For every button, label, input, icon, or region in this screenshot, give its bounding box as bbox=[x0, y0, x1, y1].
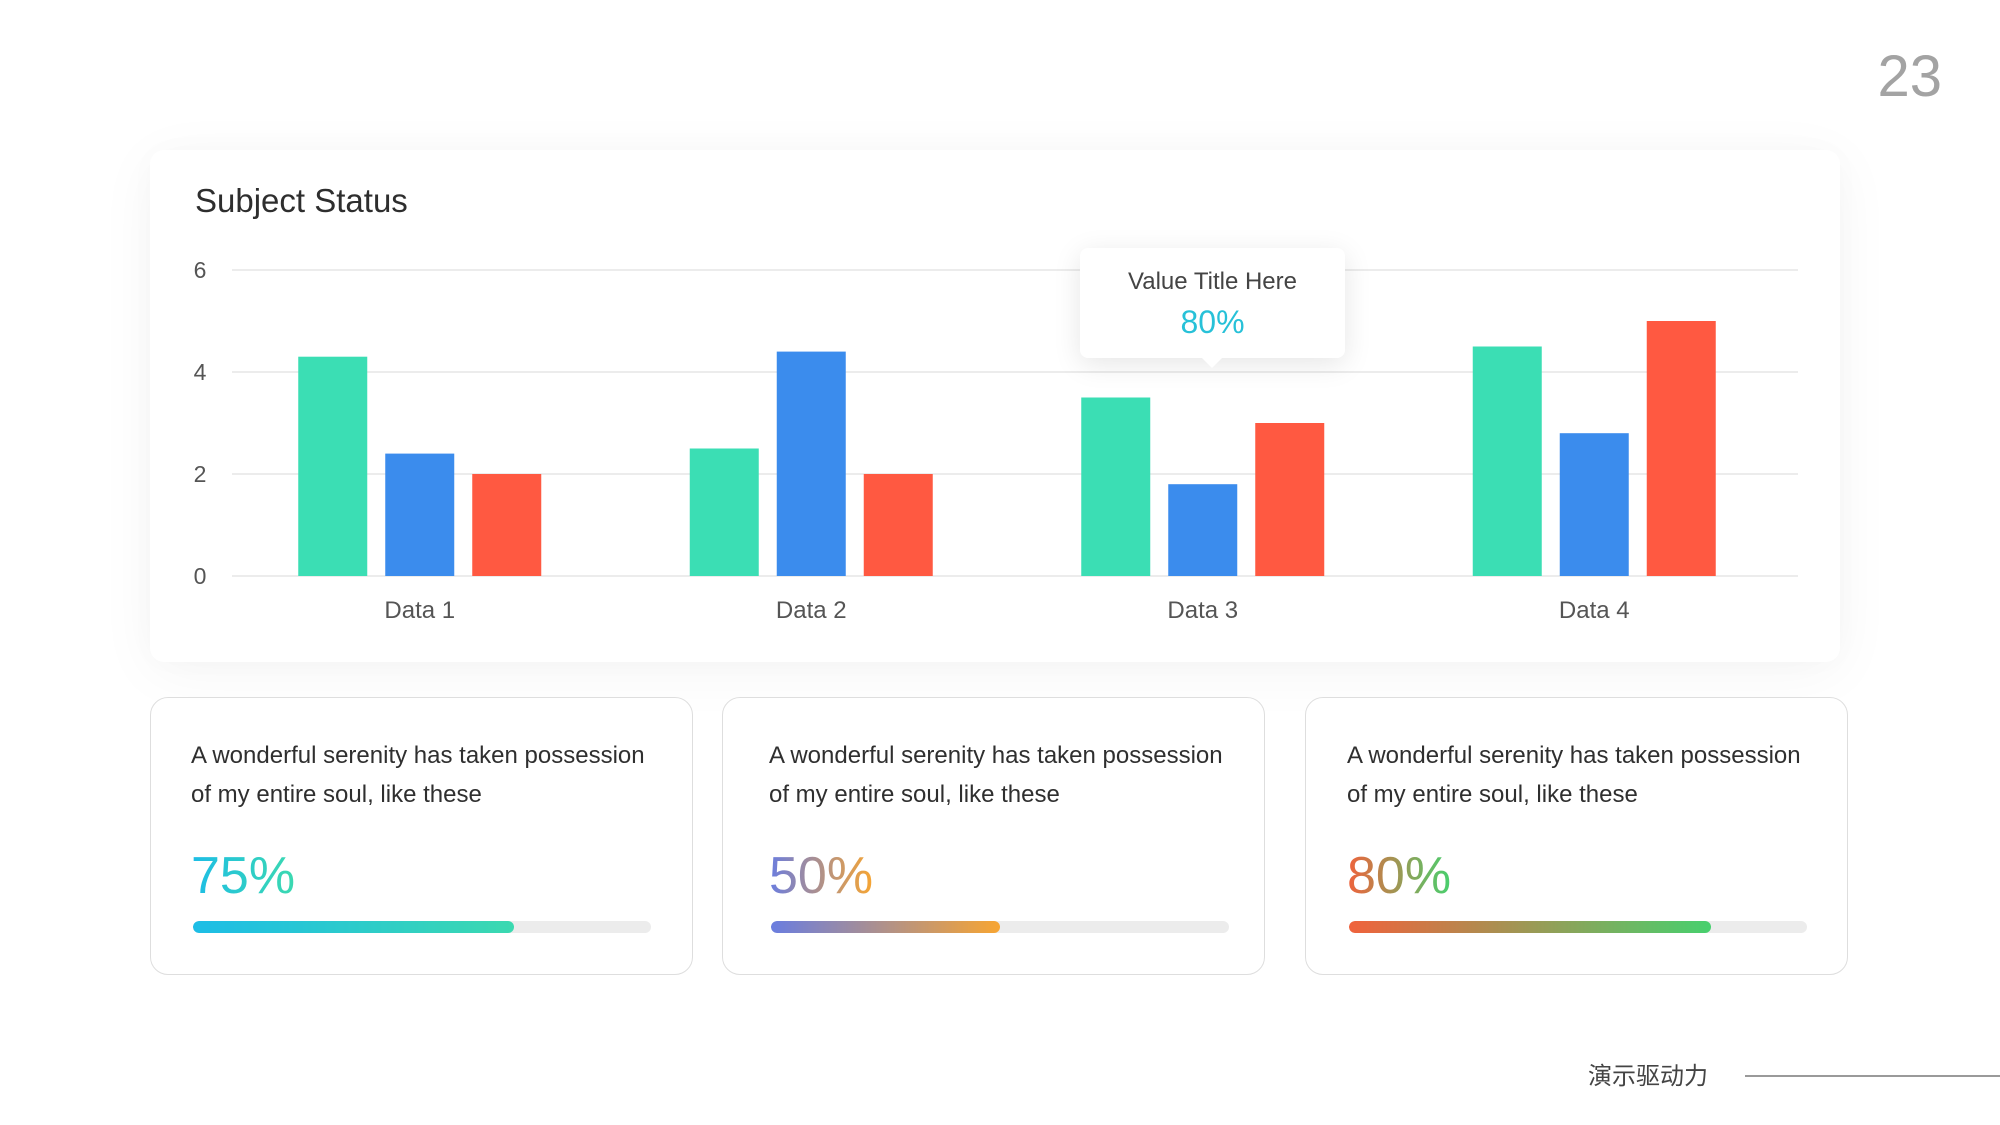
bar bbox=[1472, 346, 1542, 576]
y-tick-label: 2 bbox=[194, 461, 207, 487]
stat-description: A wonderful serenity has taken possessio… bbox=[1347, 742, 1801, 808]
bar bbox=[776, 351, 846, 576]
x-category-label: Data 3 bbox=[1167, 597, 1238, 624]
stat-card-2: A wonderful serenity has taken possessio… bbox=[722, 697, 1265, 975]
y-tick-label: 0 bbox=[194, 563, 207, 589]
bar bbox=[298, 356, 368, 576]
x-category-label: Data 4 bbox=[1559, 597, 1630, 624]
progress-fill bbox=[771, 921, 1000, 933]
bar bbox=[385, 453, 455, 576]
page-number: 23 bbox=[1877, 44, 1942, 109]
y-tick-label: 4 bbox=[194, 359, 207, 385]
chart-card: Subject Status 0 2 4 6 Data 1 Data 2 Data 3 Dat… bbox=[150, 150, 1840, 662]
bar bbox=[863, 474, 933, 576]
progress-bar bbox=[771, 921, 1229, 933]
stat-description: A wonderful serenity has taken possessio… bbox=[191, 742, 645, 808]
progress-bar bbox=[193, 921, 651, 933]
bar-chart: 0 2 4 6 Data 1 Data 2 Data 3 Data 4 bbox=[194, 257, 1798, 624]
bar bbox=[1559, 433, 1629, 576]
stat-card-1: A wonderful serenity has taken possessio… bbox=[150, 697, 693, 975]
bar bbox=[1646, 321, 1716, 576]
x-category-label: Data 1 bbox=[384, 597, 455, 624]
progress-bar bbox=[1349, 921, 1807, 933]
progress-fill bbox=[1349, 921, 1711, 933]
bar bbox=[472, 474, 542, 576]
progress-fill bbox=[193, 921, 514, 933]
chart-title: Subject Status bbox=[195, 182, 408, 219]
tooltip-title: Value Title Here bbox=[1128, 268, 1297, 295]
stat-description: A wonderful serenity has taken possessio… bbox=[769, 742, 1223, 808]
bar bbox=[689, 448, 759, 576]
x-category-label: Data 2 bbox=[776, 597, 847, 624]
y-tick-label: 6 bbox=[194, 257, 207, 283]
bar bbox=[1081, 397, 1151, 576]
tooltip-value: 80% bbox=[1180, 304, 1245, 340]
stat-card-3: A wonderful serenity has taken possessio… bbox=[1305, 697, 1848, 975]
chart-tooltip: Value Title Here 80% bbox=[1080, 248, 1345, 368]
stat-percentage: 75% bbox=[191, 847, 296, 905]
footer-divider bbox=[1745, 1075, 2000, 1077]
stat-percentage: 80% bbox=[1347, 847, 1452, 905]
bar bbox=[1168, 484, 1238, 576]
bar bbox=[1255, 423, 1325, 576]
stat-percentage: 50% bbox=[769, 847, 874, 905]
footer-brand: 演示驱动力 bbox=[1588, 1062, 1708, 1090]
